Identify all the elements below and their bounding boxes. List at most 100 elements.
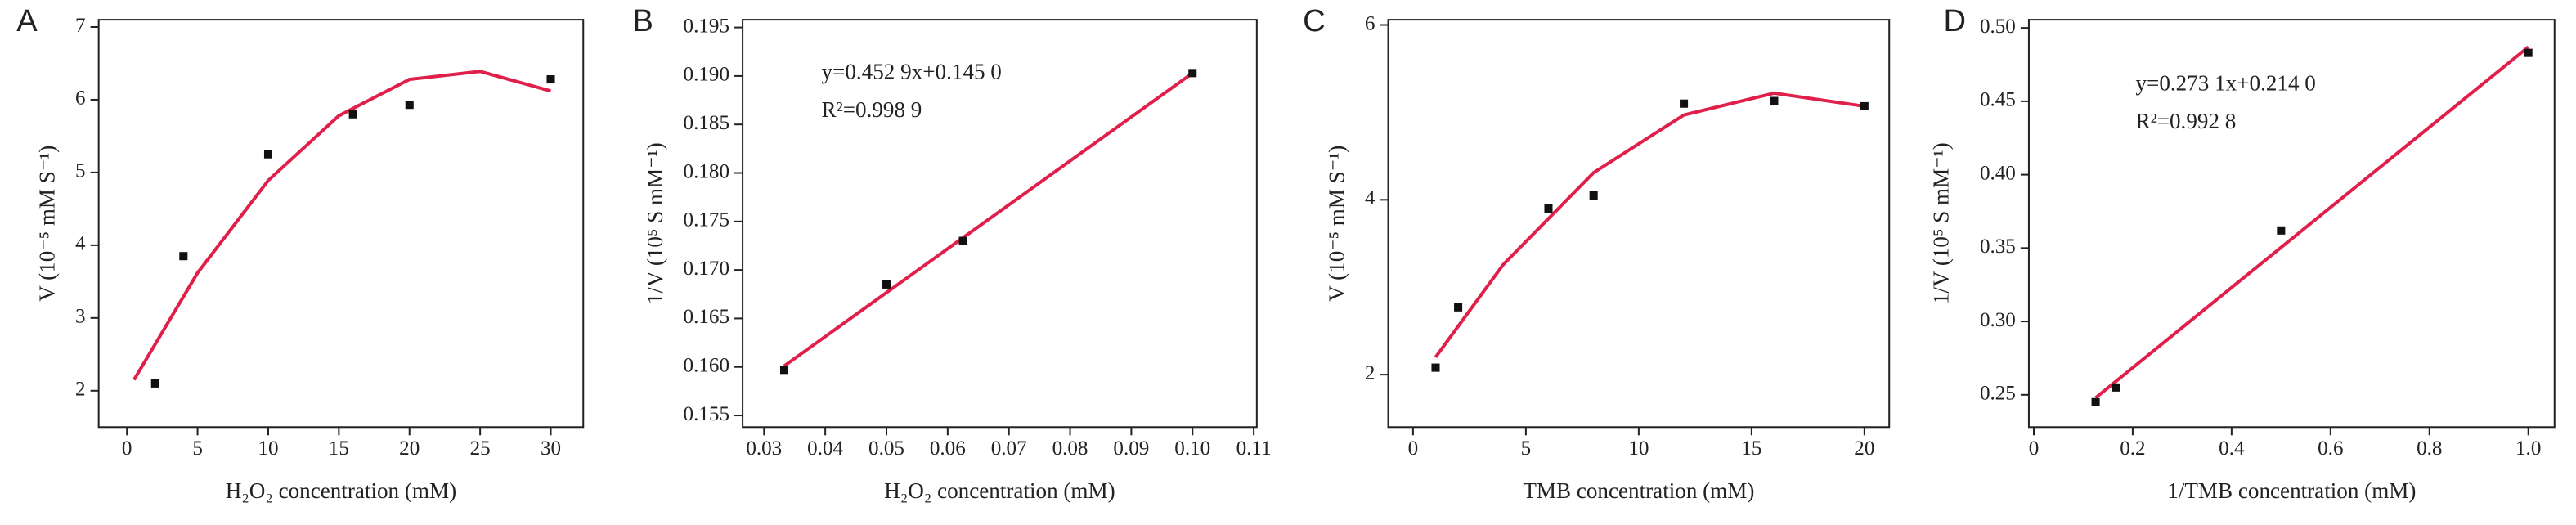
panel: C 0 5 10 15 20 2 4 6 TMB concentration (mM) V (10⁻… (1303, 3, 1891, 503)
data-point (179, 252, 188, 261)
y-axis-label: V (10⁻⁵ mM S⁻¹) (35, 146, 60, 302)
x-tick-label: 30 (541, 438, 561, 460)
x-tick-label: 0.8 (2417, 438, 2442, 460)
panel-label: C (1303, 3, 1326, 38)
annotation: R²=0.998 9 (822, 97, 922, 122)
y-tick-label: 0.50 (1980, 16, 2016, 38)
data-point (405, 101, 414, 110)
y-tick-label: 0.30 (1980, 309, 2016, 331)
x-axis-label: H₂O₂ concentration (mM) (884, 478, 1115, 503)
plot-frame (1387, 19, 1891, 429)
y-tick-label: 0.195 (684, 15, 729, 37)
panel-label: A (16, 3, 38, 38)
y-tick-label: 0.175 (684, 209, 729, 231)
x-tick-label: 0 (122, 438, 132, 460)
y-tick-label: 6 (1365, 12, 1376, 34)
x-tick-label: 0.06 (930, 438, 966, 460)
data-point (2524, 48, 2533, 57)
panel: D 0 0.2 0.4 0.6 0.8 1.0 0.25 0.30 0.35 0.40 0.45 0.5… (1929, 3, 2556, 503)
x-tick-label: 0.10 (1174, 438, 1210, 460)
plot-frame (97, 19, 585, 429)
y-tick-label: 0.185 (684, 112, 729, 134)
data-point (263, 150, 272, 159)
data-point (1860, 101, 1869, 110)
x-axis-label: TMB concentration (mM) (1523, 478, 1754, 503)
x-tick-label: 10 (258, 438, 278, 460)
x-tick-label: 5 (1521, 438, 1532, 460)
annotation: y=0.273 1x+0.214 0 (2136, 71, 2316, 96)
x-axis-label: H₂O₂ concentration (mM) (226, 478, 456, 503)
y-tick-label: 6 (75, 88, 86, 110)
plot-frame (2027, 19, 2556, 429)
x-tick-label: 25 (470, 438, 491, 460)
x-tick-label: 0.4 (2219, 438, 2245, 460)
data-point (1431, 363, 1440, 372)
x-tick-label: 1.0 (2515, 438, 2541, 460)
y-tick-label: 0.35 (1980, 236, 2016, 258)
fit-curve (1434, 91, 1865, 358)
x-tick-label: 0.2 (2120, 438, 2145, 460)
x-tick-label: 0.03 (746, 438, 782, 460)
x-tick-label: 5 (192, 438, 203, 460)
x-tick-label: 0.08 (1052, 438, 1088, 460)
x-tick-label: 0.6 (2318, 438, 2343, 460)
data-point (2277, 226, 2286, 235)
annotation: y=0.452 9x+0.145 0 (822, 60, 1002, 84)
y-tick-label: 0.25 (1980, 383, 2016, 405)
data-point (546, 75, 555, 84)
y-tick-label: 2 (75, 379, 86, 401)
y-tick-label: 0.160 (684, 355, 729, 377)
y-axis-label: 1/V (10⁵ S mM⁻¹) (1929, 142, 1954, 304)
y-tick-label: 0.170 (684, 258, 729, 280)
y-tick-label: 4 (75, 233, 86, 255)
fit-curve (783, 71, 1194, 368)
y-tick-label: 0.40 (1980, 162, 2016, 184)
y-tick-label: 0.155 (684, 403, 729, 425)
data-point (2091, 397, 2100, 406)
data-point (348, 110, 357, 119)
data-point (958, 236, 967, 245)
data-point (2112, 383, 2121, 392)
y-tick-label: 3 (75, 306, 86, 328)
y-tick-label: 0.190 (684, 64, 729, 86)
x-tick-label: 15 (329, 438, 349, 460)
panel-label: D (1943, 3, 1966, 38)
y-tick-label: 0.180 (684, 160, 729, 182)
fit-curve (132, 70, 552, 381)
y-axis-label: V (10⁻⁵ mM S⁻¹) (1324, 146, 1349, 302)
x-tick-label: 0.07 (991, 438, 1027, 460)
data-point (882, 280, 891, 289)
data-point (1589, 191, 1598, 200)
data-point (1680, 99, 1689, 108)
panel: B 0.03 0.04 0.05 0.06 0.07 0.08 0.09 0.10 0.11 0.1… (633, 3, 1272, 503)
x-tick-label: 15 (1741, 438, 1761, 460)
data-point (150, 379, 159, 388)
y-tick-label: 4 (1365, 187, 1376, 209)
fit-curve (2094, 45, 2529, 399)
data-point (779, 366, 789, 375)
data-point (1770, 96, 1779, 105)
x-tick-label: 20 (1854, 438, 1874, 460)
x-tick-label: 0.09 (1113, 438, 1149, 460)
y-tick-label: 5 (75, 160, 86, 182)
x-tick-label: 0.11 (1236, 438, 1272, 460)
x-tick-label: 0 (2029, 438, 2040, 460)
y-axis-label: 1/V (10⁵ S mM⁻¹) (643, 142, 667, 304)
y-tick-label: 7 (75, 15, 86, 37)
x-tick-label: 0.04 (807, 438, 843, 460)
x-tick-label: 10 (1628, 438, 1649, 460)
y-tick-label: 2 (1365, 362, 1376, 384)
data-point (1188, 69, 1197, 78)
data-point (1454, 303, 1463, 312)
y-tick-label: 0.45 (1980, 89, 2016, 111)
plot-frame (742, 19, 1258, 429)
annotation: R²=0.992 8 (2136, 109, 2237, 133)
x-tick-label: 20 (399, 438, 420, 460)
x-axis-label: 1/TMB concentration (mM) (2167, 478, 2416, 503)
panel: A 0 5 10 15 20 25 30 2 3 4 5 6 7 H₂O₂ concentration (m… (16, 3, 585, 503)
x-tick-label: 0 (1408, 438, 1419, 460)
y-tick-label: 0.165 (684, 306, 729, 328)
panel-label: B (633, 3, 653, 38)
data-point (1544, 204, 1553, 213)
